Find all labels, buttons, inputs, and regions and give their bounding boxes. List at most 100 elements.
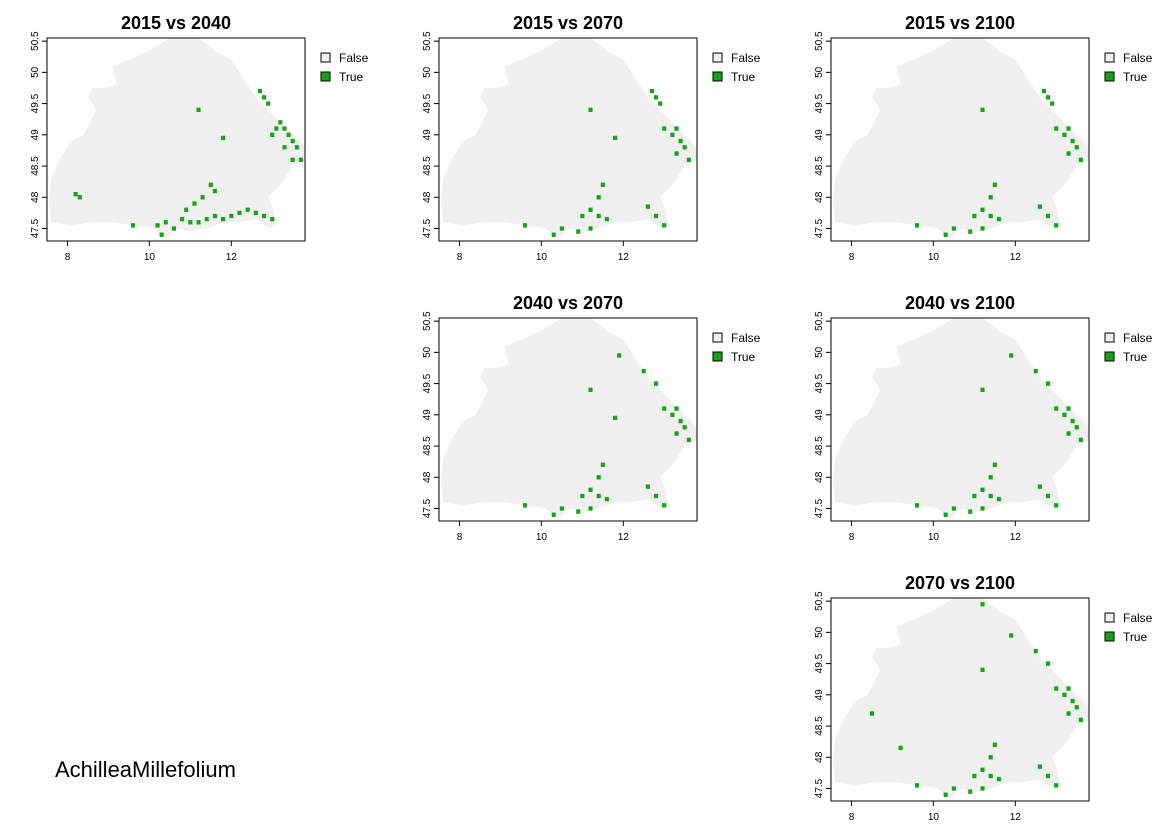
true-cell xyxy=(290,157,295,162)
true-cell xyxy=(968,509,973,514)
true-cell xyxy=(184,207,189,212)
true-cell xyxy=(596,475,601,480)
true-cell xyxy=(1070,418,1075,424)
true-cell xyxy=(1070,698,1075,704)
true-cell xyxy=(600,182,605,187)
true-cell xyxy=(270,216,275,222)
true-cell xyxy=(1074,145,1079,150)
y-tick-label: 49 xyxy=(422,409,433,421)
true-cell xyxy=(980,207,985,212)
true-cell xyxy=(245,207,250,212)
legend-swatch-false xyxy=(1104,52,1115,63)
true-cell xyxy=(192,201,197,206)
true-cell xyxy=(996,216,1001,222)
true-cell xyxy=(686,157,691,162)
true-cell xyxy=(674,431,679,436)
plot-frame xyxy=(830,597,1090,802)
x-tick-label: 10 xyxy=(928,532,940,543)
true-cell xyxy=(1070,138,1075,144)
y-tick-label: 49.5 xyxy=(422,93,433,113)
y-tick-label: 50 xyxy=(422,346,433,358)
true-cell xyxy=(200,195,205,200)
true-cell xyxy=(641,368,646,374)
y-tick-label: 48.5 xyxy=(30,156,41,176)
true-cell xyxy=(559,226,564,231)
x-tick-label: 10 xyxy=(144,252,156,263)
y-tick-label: 48.5 xyxy=(422,436,433,456)
y-tick-label: 50.5 xyxy=(422,311,433,331)
y-tick-label: 47.5 xyxy=(422,498,433,518)
true-cell xyxy=(188,220,193,225)
region-false-area xyxy=(49,38,305,238)
y-tick-label: 49.5 xyxy=(814,653,825,673)
true-cell xyxy=(678,418,683,424)
true-cell xyxy=(1078,157,1083,162)
legend-swatch-false xyxy=(1104,332,1115,343)
region-false-area xyxy=(833,38,1089,238)
true-cell xyxy=(274,126,279,131)
true-cell xyxy=(604,496,609,502)
true-cell xyxy=(1033,648,1038,654)
true-cell xyxy=(1066,711,1071,716)
true-cell xyxy=(1037,204,1042,209)
true-cell xyxy=(294,145,299,150)
true-cell xyxy=(180,216,185,222)
true-cell xyxy=(674,126,679,131)
true-cell xyxy=(1054,406,1059,411)
true-cell xyxy=(204,216,209,222)
true-cell xyxy=(980,602,985,607)
panel-title: 2015 vs 2100 xyxy=(905,13,1015,33)
true-cell xyxy=(266,101,271,106)
true-cell xyxy=(253,210,258,216)
legend: False True xyxy=(712,331,761,364)
true-cell xyxy=(951,786,956,791)
true-cell xyxy=(1078,437,1083,442)
legend-swatch-false xyxy=(320,52,331,63)
true-cell xyxy=(869,711,874,716)
true-cell xyxy=(658,101,663,106)
true-cell xyxy=(1054,686,1059,691)
y-tick-label: 50.5 xyxy=(814,311,825,331)
x-tick-label: 10 xyxy=(928,252,940,263)
true-cell xyxy=(596,493,601,499)
true-cell xyxy=(645,484,650,489)
legend: False True xyxy=(712,51,761,84)
x-tick-label: 8 xyxy=(457,252,463,263)
true-cell xyxy=(1078,717,1083,722)
true-cell xyxy=(613,415,618,421)
true-cell xyxy=(212,188,217,194)
true-cell xyxy=(943,512,948,517)
region-false-area xyxy=(833,598,1089,798)
true-cell xyxy=(1062,132,1067,138)
true-cell xyxy=(576,229,581,234)
panel-4: 2040 vs 2070 8 10 12 47.5 48 48.5 49 49.5 50 50.5 F… xyxy=(422,293,761,543)
true-cell xyxy=(1066,126,1071,131)
y-tick-label: 48.5 xyxy=(814,436,825,456)
species-label: AchilleaMillefolium xyxy=(55,757,236,782)
true-cell xyxy=(980,767,985,772)
true-cell xyxy=(588,207,593,212)
true-cell xyxy=(645,204,650,209)
true-cell xyxy=(282,126,287,131)
true-cell xyxy=(951,226,956,231)
true-cell xyxy=(596,195,601,200)
panel-1: 2015 vs 2040 8 10 12 47.5 48 48.5 49 49.5 50 50.5 F… xyxy=(30,13,369,263)
x-tick-label: 12 xyxy=(618,532,630,543)
true-cell xyxy=(580,493,585,499)
true-cell xyxy=(617,353,622,358)
y-tick-label: 48.5 xyxy=(814,156,825,176)
true-cell xyxy=(674,151,679,156)
panel-title: 2015 vs 2040 xyxy=(121,13,231,33)
true-cell xyxy=(988,773,993,779)
legend-label-false: False xyxy=(1123,51,1153,65)
plot-frame xyxy=(438,37,698,242)
y-tick-label: 47.5 xyxy=(30,218,41,238)
true-cell xyxy=(588,107,593,113)
y-tick-label: 48 xyxy=(422,191,433,203)
true-cell xyxy=(1054,503,1059,508)
true-cell xyxy=(551,232,556,237)
true-cell xyxy=(196,220,201,225)
legend-swatch-true xyxy=(1104,351,1115,362)
true-cell xyxy=(1046,661,1051,666)
true-cell xyxy=(654,213,659,219)
